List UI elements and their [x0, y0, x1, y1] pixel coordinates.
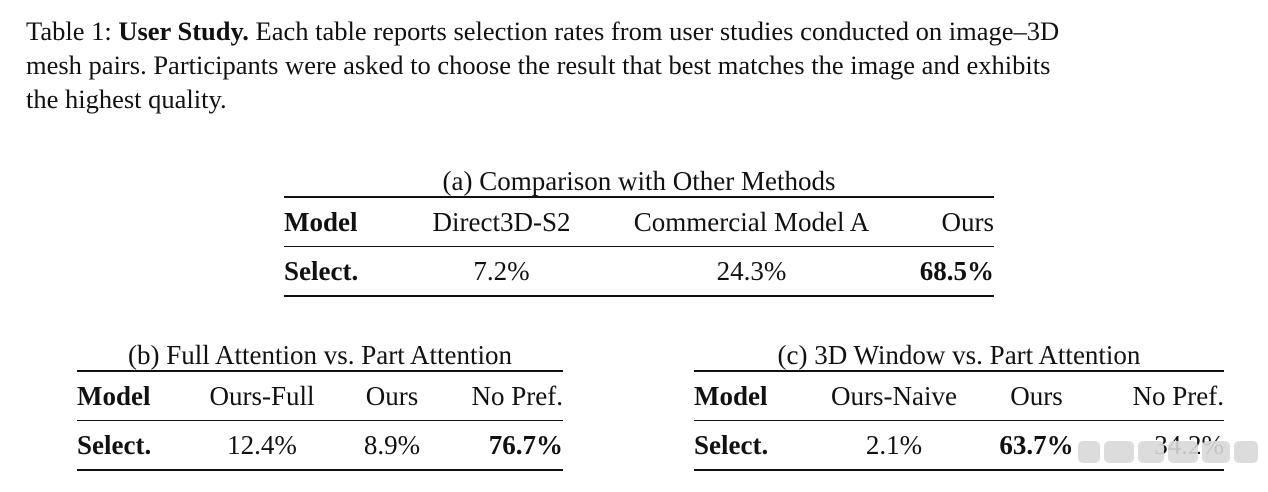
- table-a-header-model: Model: [284, 196, 404, 247]
- table-c-header-ours: Ours: [984, 370, 1089, 421]
- caption-line-3: the highest quality.: [26, 84, 227, 114]
- table-b-row-label: Select.: [77, 420, 182, 471]
- table-c-header-no-pref: No Pref.: [1089, 370, 1224, 421]
- table-c-value-ours: 63.7%: [984, 420, 1089, 471]
- table-a-row-label: Select.: [284, 246, 404, 297]
- caption-line-2: mesh pairs. Participants were asked to c…: [26, 50, 1051, 80]
- table-a-value-commercial: 24.3%: [599, 246, 904, 297]
- table-b-value-no-pref: 76.7%: [442, 420, 563, 471]
- caption-text: Each table reports selection rates from …: [255, 16, 1060, 46]
- table-a-header-row: Model Direct3D-S2 Commercial Model A Our…: [284, 196, 994, 247]
- table-a-header-commercial: Commercial Model A: [599, 196, 904, 247]
- table-b: (b) Full Attention vs. Part Attention Mo…: [77, 340, 563, 471]
- table-b-value-ours: 8.9%: [342, 420, 442, 471]
- watermark-glyph: [1168, 441, 1198, 463]
- table-b-title: (b) Full Attention vs. Part Attention: [128, 340, 512, 370]
- table-a-title: (a) Comparison with Other Methods: [442, 166, 836, 196]
- table-b-grid: Model Ours-Full Ours No Pref. Select. 12…: [77, 370, 563, 471]
- watermark-glyph: [1234, 441, 1258, 463]
- watermark-overlay: [1078, 436, 1262, 468]
- table-c-title: (c) 3D Window vs. Part Attention: [777, 340, 1141, 370]
- table-b-select-row: Select. 12.4% 8.9% 76.7%: [77, 420, 563, 471]
- table-a-value-ours: 68.5%: [904, 246, 994, 297]
- table-b-header-row: Model Ours-Full Ours No Pref.: [77, 370, 563, 421]
- table-a-header-direct3d: Direct3D-S2: [404, 196, 599, 247]
- table-a: (a) Comparison with Other Methods Model …: [284, 166, 994, 297]
- watermark-glyph: [1078, 441, 1100, 463]
- table-a-select-row: Select. 7.2% 24.3% 68.5%: [284, 246, 994, 297]
- table-a-value-direct3d: 7.2%: [404, 246, 599, 297]
- caption-label: Table 1:: [26, 16, 112, 46]
- caption-line-1: Table 1: User Study. Each table reports …: [26, 14, 1254, 48]
- table-c-header-model: Model: [694, 370, 804, 421]
- table-b-header-ours-full: Ours-Full: [182, 370, 342, 421]
- table-c-header-ours-naive: Ours-Naive: [804, 370, 984, 421]
- watermark-glyph: [1202, 441, 1230, 463]
- table-caption: Table 1: User Study. Each table reports …: [26, 14, 1254, 116]
- table-b-header-no-pref: No Pref.: [442, 370, 563, 421]
- table-c-header-row: Model Ours-Naive Ours No Pref.: [694, 370, 1224, 421]
- table-b-value-ours-full: 12.4%: [182, 420, 342, 471]
- table-b-header-model: Model: [77, 370, 182, 421]
- watermark-glyph: [1138, 441, 1164, 463]
- table-c-value-ours-naive: 2.1%: [804, 420, 984, 471]
- caption-title: User Study.: [118, 16, 249, 46]
- table-a-grid: Model Direct3D-S2 Commercial Model A Our…: [284, 196, 994, 297]
- table-a-header-ours: Ours: [904, 196, 994, 247]
- table-c-row-label: Select.: [694, 420, 804, 471]
- table-b-header-ours: Ours: [342, 370, 442, 421]
- watermark-glyph: [1104, 441, 1134, 463]
